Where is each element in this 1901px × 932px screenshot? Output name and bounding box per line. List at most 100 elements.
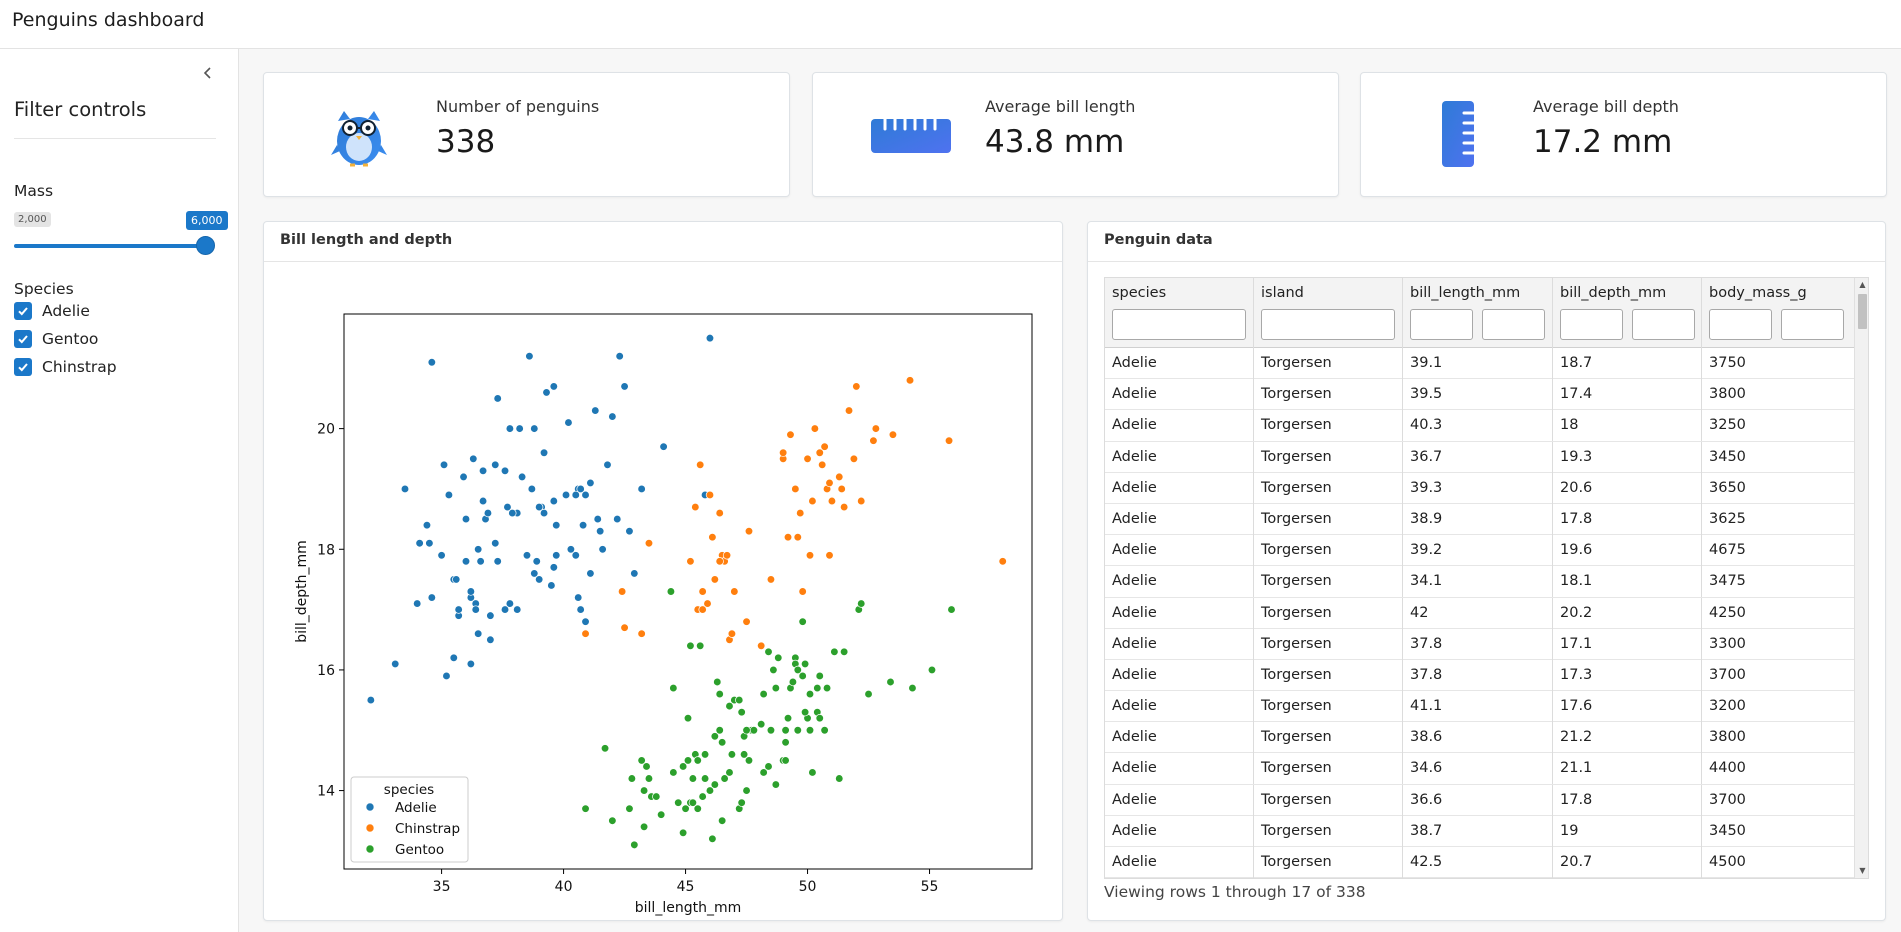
table-row[interactable]: Adelie Torgersen 40.3 18 3250 — [1105, 410, 1854, 442]
table-row[interactable]: Adelie Torgersen 39.2 19.6 4675 — [1105, 535, 1854, 567]
data-point-adelie — [476, 557, 485, 566]
scrollbar-thumb[interactable] — [1858, 294, 1867, 329]
data-point-adelie — [400, 484, 410, 494]
data-point-adelie — [466, 587, 476, 596]
table-row[interactable]: Adelie Torgersen 34.1 18.1 3475 — [1105, 566, 1854, 598]
data-point-gentoo — [683, 714, 693, 723]
table-row[interactable]: Adelie Torgersen 41.1 17.6 3200 — [1105, 691, 1854, 723]
table-cell: 3250 — [1709, 417, 1746, 434]
species-checkbox-adelie[interactable]: Adelie — [14, 300, 90, 322]
scroll-up-icon[interactable]: ▲ — [1859, 280, 1866, 289]
table-cell: Adelie — [1105, 628, 1254, 660]
checkbox-checked-icon[interactable] — [14, 302, 32, 320]
column-header-island[interactable]: island — [1254, 278, 1403, 348]
table-row[interactable]: Adelie Torgersen 38.7 19 3450 — [1105, 815, 1854, 847]
data-point-chinstrap — [825, 478, 834, 488]
chart-card-title: Bill length and depth — [264, 222, 1062, 262]
table-cell: Adelie — [1105, 691, 1254, 723]
column-header-body-mass[interactable]: body_mass_g — [1702, 278, 1854, 348]
species-option-label: Adelie — [42, 302, 90, 320]
table-cell: 3200 — [1709, 698, 1746, 715]
column-header-bill-length[interactable]: bill_length_mm — [1403, 278, 1553, 348]
table-row[interactable]: Adelie Torgersen 36.7 19.3 3450 — [1105, 441, 1854, 473]
filter-bill-length-min-input[interactable] — [1410, 309, 1473, 340]
column-header-bill-depth[interactable]: bill_depth_mm — [1553, 278, 1702, 348]
table-row[interactable]: Adelie Torgersen 38.6 21.2 3800 — [1105, 722, 1854, 754]
table-row[interactable]: Adelie Torgersen 37.8 17.1 3300 — [1105, 628, 1854, 660]
table-cell: 19.3 — [1553, 441, 1702, 473]
data-point-adelie — [576, 605, 585, 614]
data-point-chinstrap — [835, 472, 844, 482]
table-cell: Torgersen — [1254, 722, 1403, 754]
table-row[interactable]: Adelie Torgersen 42 20.2 4250 — [1105, 597, 1854, 629]
data-point-adelie — [637, 484, 646, 494]
table-row[interactable]: Adelie Torgersen 39.5 17.4 3800 — [1105, 379, 1854, 411]
table-row[interactable]: Adelie Torgersen 38.9 17.8 3625 — [1105, 503, 1854, 536]
table-cell: 3750 — [1709, 355, 1746, 371]
filter-island-input[interactable] — [1261, 309, 1395, 340]
table-cell: 42.5 — [1403, 847, 1553, 878]
data-point-gentoo — [781, 726, 790, 735]
mass-slider-handle[interactable] — [196, 236, 215, 255]
data-point-gentoo — [720, 774, 729, 783]
data-point-gentoo — [774, 653, 783, 663]
table-cell: 39.2 — [1403, 535, 1553, 567]
data-point-chinstrap — [839, 502, 849, 512]
data-point-gentoo — [771, 683, 780, 693]
table-row[interactable]: Adelie Torgersen 39.3 20.6 3650 — [1105, 472, 1854, 504]
mass-max-label: 6,000 — [186, 211, 228, 230]
sidebar-collapse-button[interactable] — [198, 63, 218, 83]
table-cell: 20.6 — [1553, 472, 1702, 504]
data-point-gentoo — [705, 786, 715, 795]
filter-body-mass-max-input[interactable] — [1781, 309, 1844, 340]
data-point-gentoo — [639, 786, 649, 795]
table-row[interactable]: Adelie Torgersen 42.5 20.7 4500 — [1105, 847, 1854, 878]
data-point-adelie — [474, 629, 483, 638]
value-box-title: Number of penguins — [436, 97, 600, 116]
filter-body-mass-min-input[interactable] — [1709, 309, 1772, 340]
data-point-chinstrap — [710, 575, 719, 584]
data-point-chinstrap — [805, 551, 815, 560]
data-point-gentoo — [710, 780, 719, 789]
data-point-chinstrap — [818, 460, 827, 469]
column-name: bill_length_mm — [1410, 285, 1521, 301]
column-name: species — [1112, 285, 1167, 301]
data-point-chinstrap — [637, 629, 646, 638]
species-checkbox-chinstrap[interactable]: Chinstrap — [14, 356, 117, 378]
table-row[interactable]: Adelie Torgersen 34.6 21.1 4400 — [1105, 753, 1854, 785]
scroll-down-icon[interactable]: ▼ — [1859, 866, 1866, 875]
data-point-adelie — [598, 545, 607, 554]
filter-bill-depth-max-input[interactable] — [1632, 309, 1695, 340]
table-row[interactable]: Adelie Torgersen 39.1 18.7 3750 — [1105, 348, 1854, 380]
table-cell: Torgersen — [1254, 503, 1403, 535]
checkbox-checked-icon[interactable] — [14, 358, 32, 376]
filter-species-input[interactable] — [1112, 309, 1246, 340]
value-box-title: Average bill depth — [1533, 97, 1679, 116]
table-cell: 41.1 — [1403, 691, 1553, 723]
data-point-adelie — [449, 653, 458, 663]
data-point-gentoo — [637, 756, 646, 765]
data-point-gentoo — [947, 605, 956, 614]
table-cell: Adelie — [1105, 784, 1254, 816]
filter-bill-length-max-input[interactable] — [1482, 309, 1545, 340]
data-point-gentoo — [908, 683, 917, 693]
table-cell: 20.2 — [1553, 597, 1702, 629]
data-point-chinstrap — [791, 484, 800, 494]
filter-bill-depth-min-input[interactable] — [1560, 309, 1623, 340]
table-cell: 38.7 — [1403, 815, 1553, 847]
table-scrollbar[interactable]: ▲ ▼ — [1854, 278, 1868, 878]
mass-slider-track[interactable] — [14, 244, 206, 248]
data-point-gentoo — [639, 822, 649, 831]
table-row[interactable]: Adelie Torgersen 37.8 17.3 3700 — [1105, 659, 1854, 692]
data-point-adelie — [459, 472, 468, 482]
data-point-chinstrap — [857, 496, 866, 506]
data-point-chinstrap — [796, 508, 805, 518]
legend-marker — [365, 844, 375, 854]
checkbox-checked-icon[interactable] — [14, 330, 32, 348]
column-header-species[interactable]: species — [1105, 278, 1254, 348]
data-point-gentoo — [864, 689, 873, 699]
data-point-gentoo — [800, 659, 810, 669]
data-point-gentoo — [657, 810, 666, 819]
species-checkbox-gentoo[interactable]: Gentoo — [14, 328, 98, 350]
table-row[interactable]: Adelie Torgersen 36.6 17.8 3700 — [1105, 784, 1854, 816]
